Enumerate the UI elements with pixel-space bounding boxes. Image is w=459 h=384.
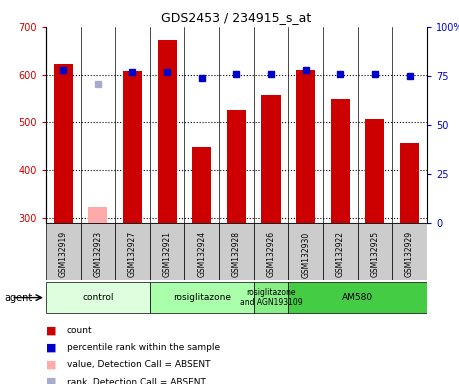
Text: ■: ■ [46,325,56,335]
Text: ■: ■ [46,377,56,384]
Bar [123,71,142,223]
Text: rosiglitazone
and AGN193109: rosiglitazone and AGN193109 [240,288,302,307]
Text: rank, Detection Call = ABSENT: rank, Detection Call = ABSENT [67,377,206,384]
Bar [157,40,177,223]
Text: count: count [67,326,92,335]
Bar [46,282,150,313]
Bar [288,223,323,280]
Text: GSM132929: GSM132929 [405,231,414,278]
Text: GSM132927: GSM132927 [128,231,137,278]
Title: GDS2453 / 234915_s_at: GDS2453 / 234915_s_at [161,11,312,24]
Bar [331,99,350,223]
Bar [150,282,254,313]
Text: percentile rank within the sample: percentile rank within the sample [67,343,220,352]
Bar [219,223,254,280]
Bar [46,223,80,280]
Bar [254,223,288,280]
Text: control: control [82,293,113,302]
Text: value, Detection Call = ABSENT: value, Detection Call = ABSENT [67,360,210,369]
Bar [288,282,427,313]
Text: AM580: AM580 [342,293,373,302]
Bar [227,110,246,223]
Bar [262,95,280,223]
Bar [192,147,211,223]
Text: GSM132924: GSM132924 [197,231,206,278]
Text: GSM132919: GSM132919 [59,231,68,278]
Bar [392,223,427,280]
Text: GSM132925: GSM132925 [370,231,380,278]
Bar [115,223,150,280]
Text: agent: agent [5,293,33,303]
Bar [54,64,73,223]
Bar [365,119,385,223]
Text: GSM132926: GSM132926 [267,231,275,278]
Bar [400,144,419,223]
Text: GSM132928: GSM132928 [232,231,241,277]
Bar [296,70,315,223]
Bar [88,207,107,223]
Text: ■: ■ [46,343,56,353]
Text: GSM132930: GSM132930 [301,231,310,278]
Bar [150,223,185,280]
Bar [254,282,288,313]
Text: rosiglitazone: rosiglitazone [173,293,231,302]
Bar [185,223,219,280]
Text: GSM132923: GSM132923 [93,231,102,278]
Bar [80,223,115,280]
Text: ■: ■ [46,360,56,370]
Bar [323,223,358,280]
Bar [358,223,392,280]
Text: GSM132922: GSM132922 [336,231,345,277]
Text: GSM132921: GSM132921 [162,231,172,277]
